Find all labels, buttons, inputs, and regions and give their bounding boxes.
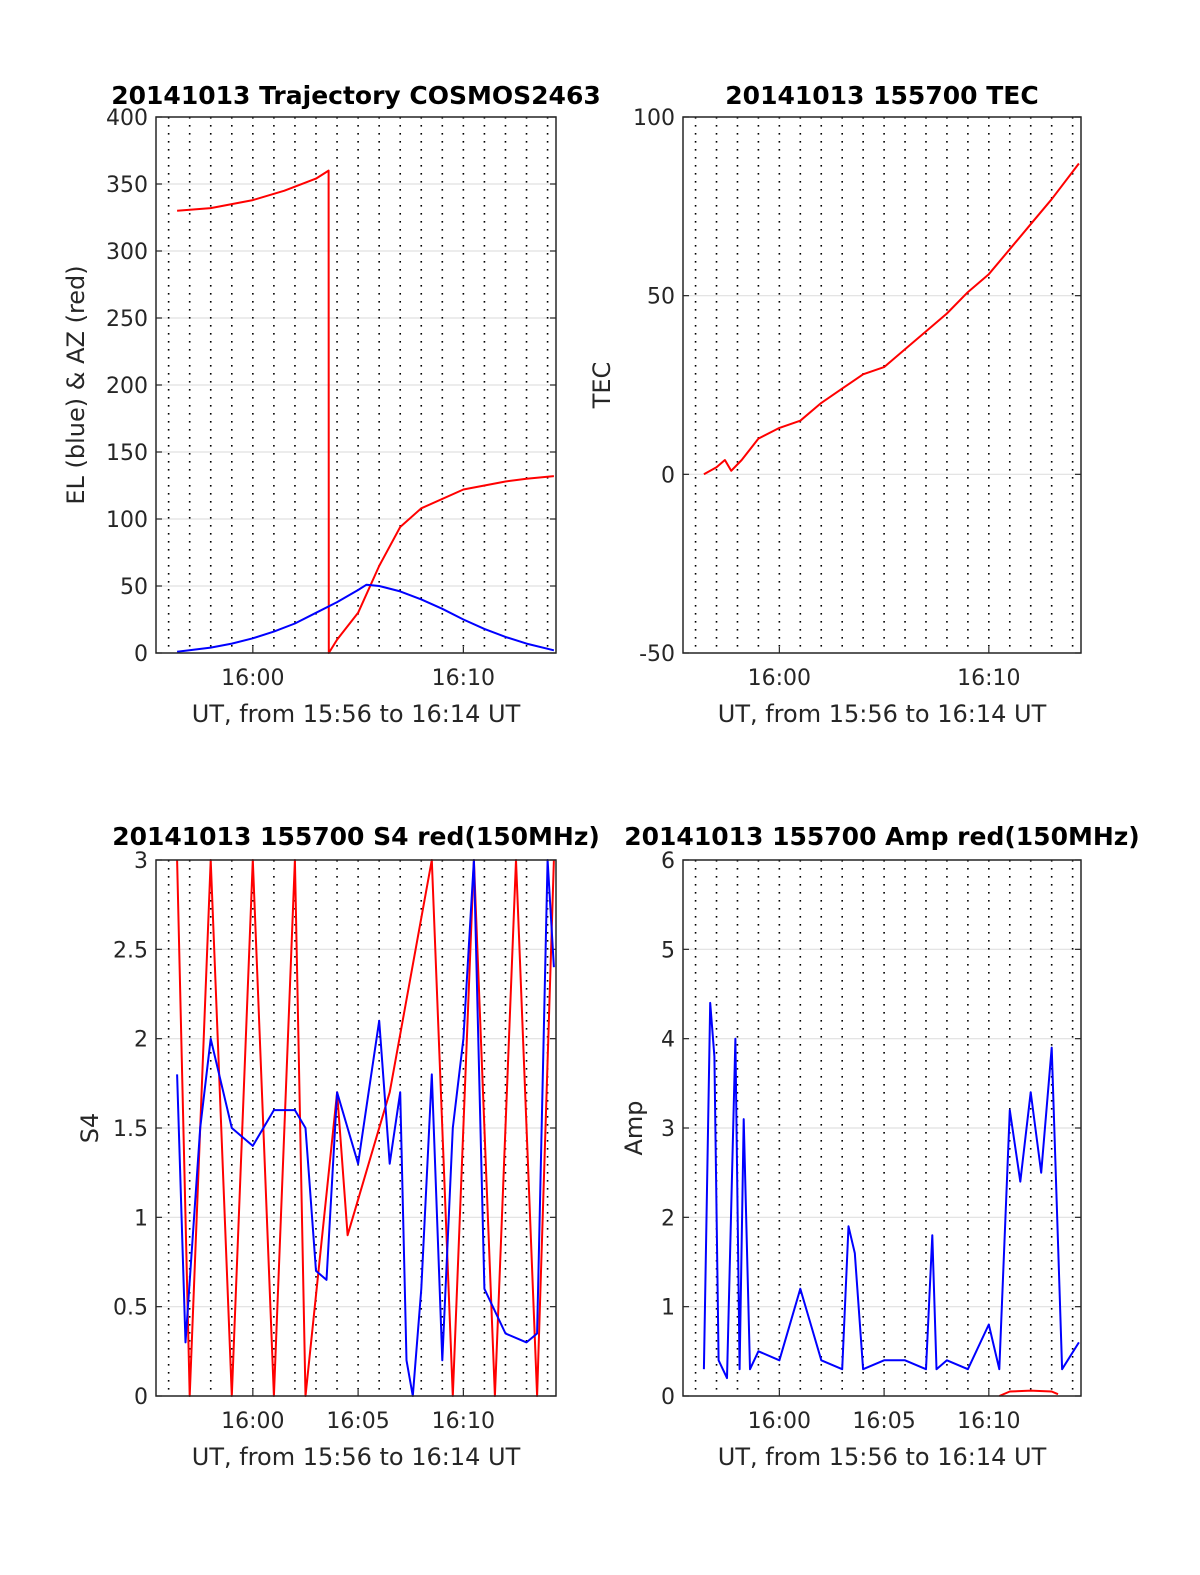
trajectory-xlabel: UT, from 15:56 to 16:14 UT (192, 700, 521, 728)
x-tick-label: 16:00 (221, 1409, 284, 1434)
series-line (176, 583, 555, 653)
y-tick-label: 50 (647, 285, 675, 310)
y-tick-label: 250 (106, 307, 148, 332)
y-tick-label: 350 (106, 173, 148, 198)
y-tick-label: 2.5 (113, 938, 148, 963)
y-tick-label: 2 (134, 1028, 148, 1053)
tec-xlabel: UT, from 15:56 to 16:14 UT (718, 700, 1047, 728)
y-tick-label: -50 (639, 642, 675, 667)
series-line (998, 1389, 1059, 1397)
amp-panel: 20141013 155700 Amp red(150MHz) UT, from… (620, 822, 1140, 1471)
axes-frame (155, 859, 557, 1397)
series-line (176, 859, 555, 1397)
tec-title: 20141013 155700 TEC (725, 81, 1038, 110)
y-tick-label: 100 (106, 508, 148, 533)
y-tick-label: 300 (106, 240, 148, 265)
y-tick-label: 0 (661, 463, 675, 488)
x-tick-label: 16:10 (432, 666, 495, 691)
y-tick-label: 3 (661, 1117, 675, 1142)
y-tick-label: 2 (661, 1206, 675, 1231)
axes-frame (682, 859, 1082, 1397)
y-tick-label: 1 (661, 1296, 675, 1321)
y-tick-label: 3 (134, 849, 148, 874)
y-tick-label: 100 (633, 106, 675, 131)
y-tick-label: 0 (661, 1385, 675, 1410)
amp-title: 20141013 155700 Amp red(150MHz) (624, 822, 1140, 851)
s4-xlabel: UT, from 15:56 to 16:14 UT (192, 1443, 521, 1471)
s4-ylabel: S4 (76, 1113, 104, 1144)
x-tick-label: 16:10 (957, 666, 1020, 691)
tec-ylabel: TEC (588, 362, 616, 410)
series-line (702, 1001, 1080, 1380)
tec-panel: 20141013 155700 TEC UT, from 15:56 to 16… (588, 81, 1082, 728)
y-tick-label: 6 (661, 849, 675, 874)
y-tick-label: 1.5 (113, 1117, 148, 1142)
x-tick-label: 16:00 (221, 666, 284, 691)
y-tick-label: 0.5 (113, 1296, 148, 1321)
amp-xlabel: UT, from 15:56 to 16:14 UT (718, 1443, 1047, 1471)
axes-frame (155, 116, 557, 654)
y-tick-label: 200 (106, 374, 148, 399)
series-line (703, 162, 1080, 476)
series-line (176, 859, 555, 1397)
amp-ylabel: Amp (620, 1100, 648, 1155)
y-tick-label: 0 (134, 642, 148, 667)
series-line (177, 169, 554, 654)
trajectory-panel: 20141013 Trajectory COSMOS2463 UT, from … (62, 81, 601, 728)
x-tick-label: 16:10 (432, 1409, 495, 1434)
y-tick-label: 50 (120, 575, 148, 600)
x-tick-label: 16:10 (957, 1409, 1020, 1434)
x-tick-label: 16:00 (748, 666, 811, 691)
y-tick-label: 150 (106, 441, 148, 466)
y-tick-label: 4 (661, 1028, 675, 1053)
y-tick-label: 1 (134, 1206, 148, 1231)
trajectory-ylabel: EL (blue) & AZ (red) (62, 265, 90, 504)
s4-title: 20141013 155700 S4 red(150MHz) (112, 822, 600, 851)
y-tick-label: 5 (661, 938, 675, 963)
x-tick-label: 16:05 (326, 1409, 389, 1434)
axes-frame (682, 116, 1082, 654)
y-tick-label: 400 (106, 106, 148, 131)
x-tick-label: 16:00 (748, 1409, 811, 1434)
s4-panel: 20141013 155700 S4 red(150MHz) UT, from … (76, 822, 600, 1471)
trajectory-title: 20141013 Trajectory COSMOS2463 (111, 81, 601, 110)
y-tick-label: 0 (134, 1385, 148, 1410)
x-tick-label: 16:05 (852, 1409, 915, 1434)
